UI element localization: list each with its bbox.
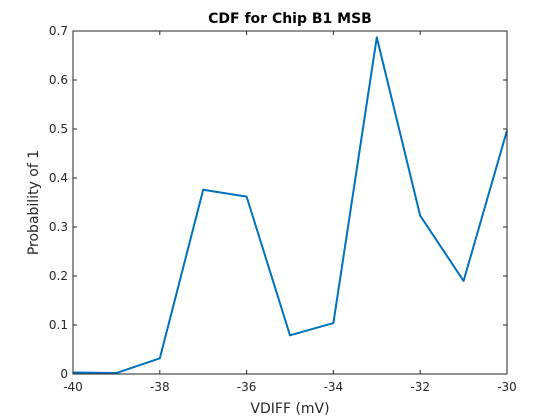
axes-box — [72, 30, 508, 375]
x-ticks: -40 -38 -36 -34 -32 -30 — [63, 31, 517, 394]
series-line — [72, 36, 508, 375]
y-tick-label: 0.6 — [49, 73, 68, 87]
y-ticks: 0 0.1 0.2 0.3 0.4 0.5 0.6 0.7 — [49, 24, 507, 381]
y-tick-label: 0.4 — [49, 171, 68, 185]
y-tick-label: 0.5 — [49, 122, 68, 136]
y-axis-label: Probability of 1 — [26, 150, 42, 255]
x-tick-label: -38 — [150, 380, 170, 394]
x-tick-label: -32 — [410, 380, 430, 394]
y-tick-label: 0.1 — [49, 318, 68, 332]
x-tick-label: -36 — [237, 380, 257, 394]
x-axis-label: VDIFF (mV) — [250, 401, 329, 417]
y-tick-label: 0.7 — [49, 24, 68, 38]
x-tick-label: -30 — [497, 380, 517, 394]
chart-title: CDF for Chip B1 MSB — [208, 11, 372, 27]
y-tick-label: 0.3 — [49, 220, 68, 234]
series-layer — [72, 36, 508, 375]
plot-area — [73, 31, 507, 374]
y-tick-label: 0.2 — [49, 269, 68, 283]
x-tick-label: -34 — [324, 380, 344, 394]
x-tick-label: -40 — [63, 380, 83, 394]
y-tick-label: 0 — [60, 367, 68, 381]
